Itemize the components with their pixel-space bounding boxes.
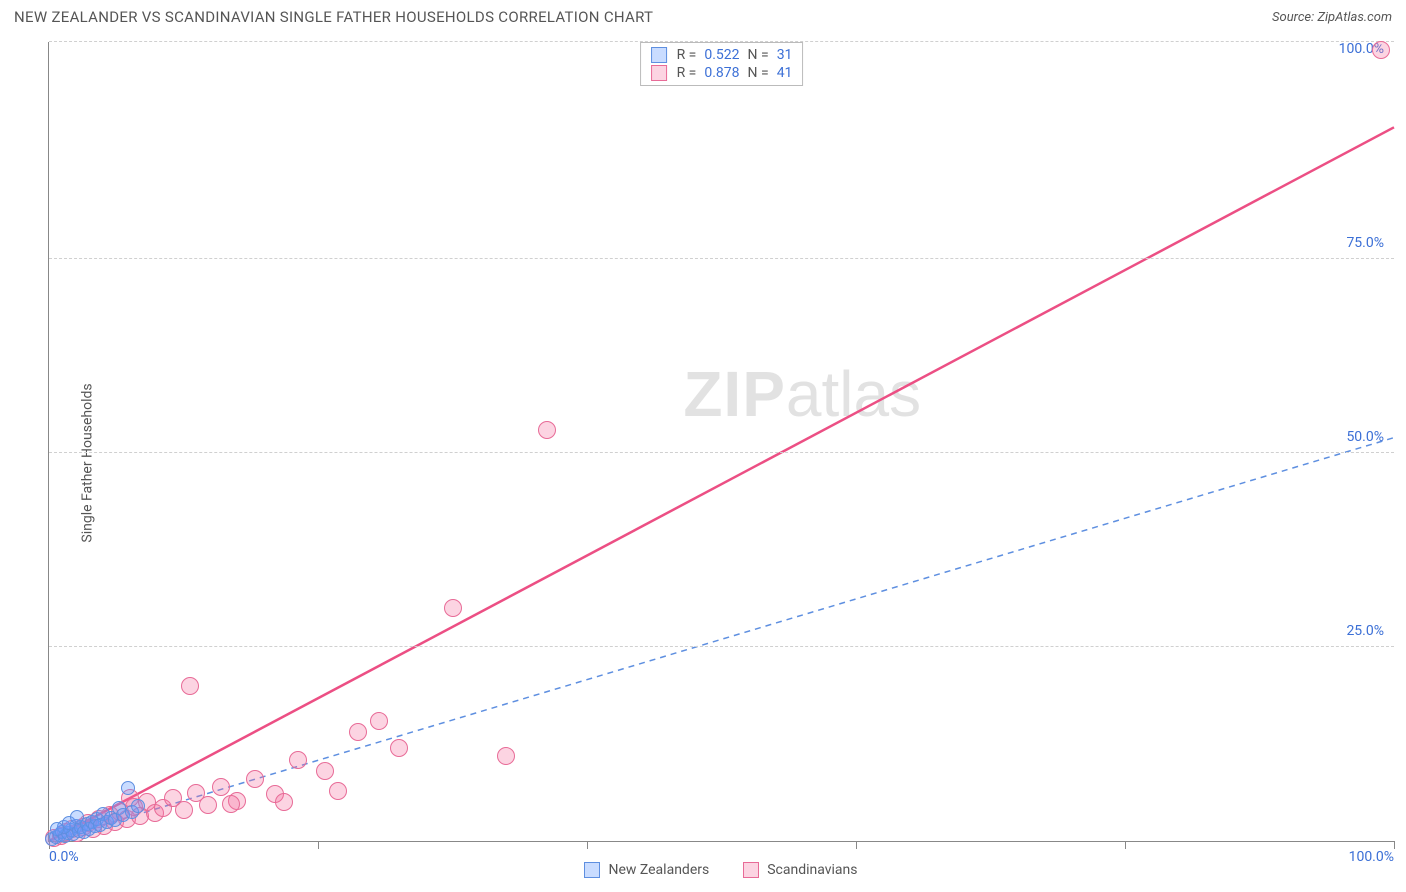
legend-label-sc: Scandinavians <box>767 862 857 878</box>
data-point <box>497 747 515 765</box>
gridline-h <box>49 41 1394 42</box>
x-tick <box>856 841 857 849</box>
data-point <box>212 778 230 796</box>
y-tick-label: 75.0% <box>1346 235 1384 251</box>
plot-area: ZIPatlas R = 0.522 N = 31 R = 0.878 N = 41 25.0… <box>48 42 1394 842</box>
data-point <box>538 421 556 439</box>
data-point <box>246 770 264 788</box>
stats-n-value: 41 <box>777 65 793 81</box>
data-point <box>329 782 347 800</box>
stats-swatch <box>651 47 667 63</box>
stats-n-label: N = <box>748 65 769 81</box>
x-tick <box>1394 841 1395 849</box>
source-name: ZipAtlas.com <box>1317 10 1392 25</box>
data-point <box>316 762 334 780</box>
chart-title: NEW ZEALANDER VS SCANDINAVIAN SINGLE FAT… <box>14 8 653 26</box>
legend-label-nz: New Zealanders <box>608 862 709 878</box>
gridline-h <box>49 452 1394 453</box>
legend-swatch-nz <box>584 862 600 878</box>
stats-r-value: 0.522 <box>704 47 739 63</box>
data-point <box>289 751 307 769</box>
chart-container: Single Father Households ZIPatlas R =0.5… <box>0 34 1406 892</box>
watermark-part2: atlas <box>786 358 921 430</box>
data-point <box>370 712 388 730</box>
x-tick <box>587 841 588 849</box>
stats-n-value: 31 <box>777 47 793 63</box>
legend-swatch-sc <box>743 862 759 878</box>
trend-lines <box>49 42 1394 841</box>
source-attribution: Source: ZipAtlas.com <box>1272 10 1392 25</box>
data-point <box>349 723 367 741</box>
data-point <box>50 822 64 836</box>
gridline-h <box>49 646 1394 647</box>
data-point <box>222 795 240 813</box>
data-point <box>275 793 293 811</box>
legend-item-nz: New Zealanders <box>584 862 709 878</box>
stats-n-label: N = <box>748 47 769 63</box>
legend-item-sc: Scandinavians <box>743 862 857 878</box>
gridline-h <box>49 258 1394 259</box>
data-point <box>1372 41 1390 59</box>
data-point <box>199 796 217 814</box>
stats-r-label: R = <box>677 47 697 63</box>
data-point <box>181 677 199 695</box>
x-tick <box>1125 841 1126 849</box>
x-tick <box>318 841 319 849</box>
y-tick-label: 25.0% <box>1346 623 1384 639</box>
source-prefix: Source: <box>1272 10 1317 25</box>
data-point <box>131 799 145 813</box>
data-point <box>70 810 84 824</box>
data-point <box>175 801 193 819</box>
data-point <box>121 781 135 795</box>
data-point <box>390 739 408 757</box>
bottom-legend: New Zealanders Scandinavians <box>48 862 1394 878</box>
stats-r-value: 0.878 <box>704 65 739 81</box>
y-tick-label: 50.0% <box>1346 429 1384 445</box>
stats-swatch <box>651 65 667 81</box>
data-point <box>444 599 462 617</box>
watermark: ZIPatlas <box>683 357 921 431</box>
stats-legend-box: R = 0.522 N = 31 R = 0.878 N = 41 <box>640 42 804 86</box>
stats-r-label: R = <box>677 65 697 81</box>
watermark-part1: ZIP <box>683 358 786 430</box>
